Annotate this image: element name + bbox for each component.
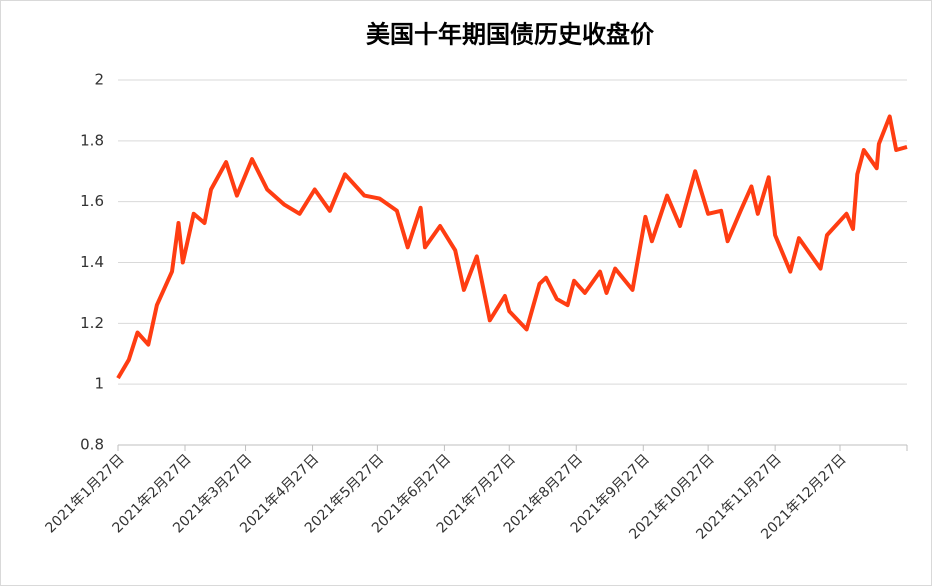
y-tick-label: 1.4: [80, 253, 104, 271]
chart-title: 美国十年期国债历史收盘价: [366, 20, 655, 49]
y-tick-label: 1.2: [80, 314, 104, 332]
line: [116, 114, 908, 380]
y-tick-label: 1.8: [80, 131, 104, 149]
y-tick-label: 0.8: [80, 436, 104, 454]
y-tick-label: 1.6: [80, 192, 104, 210]
y-tick-label: 1: [94, 375, 104, 393]
y-tick-label: 2: [94, 71, 104, 89]
